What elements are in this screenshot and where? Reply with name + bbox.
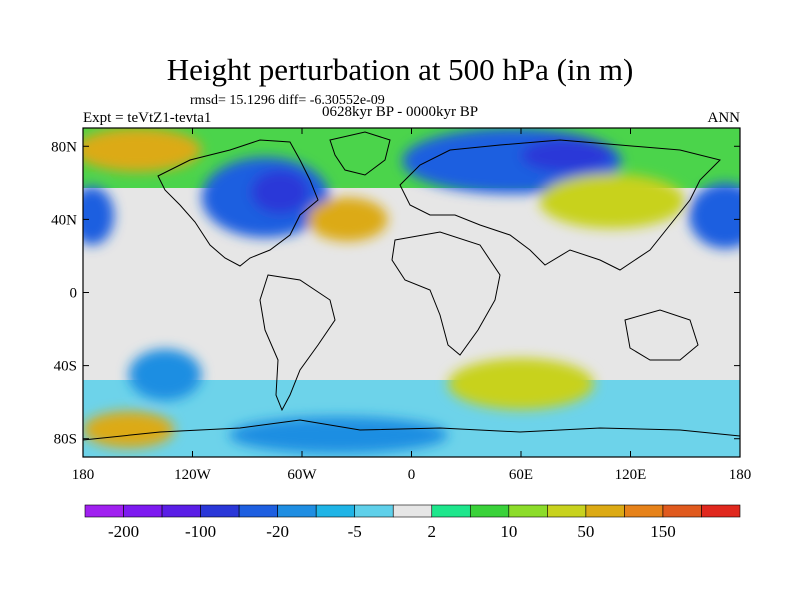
field-eurasia-low-core xyxy=(521,138,613,172)
field-atlantic-high xyxy=(307,197,388,242)
colorbar-label: 10 xyxy=(500,522,517,541)
coast-australia xyxy=(624,309,699,361)
experiment-label: Expt = teVtZ1-tevta1 xyxy=(83,110,212,126)
colorbar-swatch xyxy=(701,504,741,518)
colorbar-swatch xyxy=(123,504,163,518)
colorbar-label: -5 xyxy=(348,522,362,541)
colorbar-label: 150 xyxy=(650,522,676,541)
colorbar-swatch xyxy=(662,504,702,518)
colorbar-swatch xyxy=(84,504,124,518)
y-tick-label: 80N xyxy=(51,139,77,155)
field-antarctic-low xyxy=(229,416,448,454)
colorbar-label: -200 xyxy=(108,522,139,541)
coast-greenland xyxy=(329,131,391,176)
colorbar-label: 50 xyxy=(577,522,594,541)
field-asia-high xyxy=(539,173,686,229)
x-tick-label: 180 xyxy=(729,467,752,483)
colorbar-label: -20 xyxy=(266,522,289,541)
colorbar-swatch xyxy=(238,504,278,518)
field-greenland-high xyxy=(83,128,202,172)
colorbar-swatch xyxy=(200,504,240,518)
colorbar: -200 -100 -20 -5 2 10 50 150 xyxy=(84,504,741,541)
field-blobs xyxy=(83,128,740,454)
colorbar-swatch xyxy=(277,504,317,518)
x-tick-label: 120E xyxy=(615,467,647,483)
field-n-america-low-core xyxy=(250,170,310,214)
coastlines xyxy=(83,131,740,441)
colorbar-swatch xyxy=(315,504,356,518)
colorbar-swatch xyxy=(508,504,548,518)
coast-north-america xyxy=(157,139,319,267)
colorbar-label: -100 xyxy=(185,522,216,541)
coast-antarctica xyxy=(83,419,740,441)
colorbar-swatch xyxy=(547,504,587,518)
x-tick-label: 60E xyxy=(509,467,533,483)
x-tick-label: 180 xyxy=(72,467,95,483)
map-field-layer xyxy=(83,128,740,457)
page-title: Height perturbation at 500 hPa (in m) xyxy=(166,52,634,87)
colorbar-swatch xyxy=(469,504,510,518)
coast-south-america xyxy=(259,274,336,412)
stats-text: rmsd= 15.1296 diff= -6.30552e-09 xyxy=(190,93,385,108)
colorbar-swatch xyxy=(161,504,201,518)
coast-eurasia xyxy=(399,139,721,271)
y-tick-label: 0 xyxy=(70,286,78,302)
colorbar-swatch xyxy=(624,504,664,518)
colorbar-swatch xyxy=(354,504,394,518)
colorbar-swatch xyxy=(585,504,625,518)
x-tick-label: 0 xyxy=(408,467,416,483)
season-label: ANN xyxy=(707,110,741,126)
field-s-ocean-high xyxy=(448,358,594,410)
coast-africa xyxy=(391,231,501,356)
colorbar-label: 2 xyxy=(428,522,437,541)
colorbar-swatch xyxy=(431,504,471,518)
x-tick-label: 120W xyxy=(174,467,212,483)
field-s-pacific-low xyxy=(128,349,202,401)
period-label: 0628kyr BP - 0000kyr BP xyxy=(322,104,479,120)
field-n-pacific-low xyxy=(688,182,740,249)
colorbar-swatch xyxy=(392,504,433,518)
field-n-pacific-low-w xyxy=(83,186,115,245)
axis-ticks: 80N 40N 0 40S 80S 180 120W 60W 0 60E 120E 180 xyxy=(51,128,751,483)
field-s-pacific-high xyxy=(83,411,175,448)
y-tick-label: 40S xyxy=(54,359,77,375)
y-tick-label: 80S xyxy=(54,432,77,448)
x-tick-label: 60W xyxy=(287,467,317,483)
y-tick-label: 40N xyxy=(51,212,77,228)
